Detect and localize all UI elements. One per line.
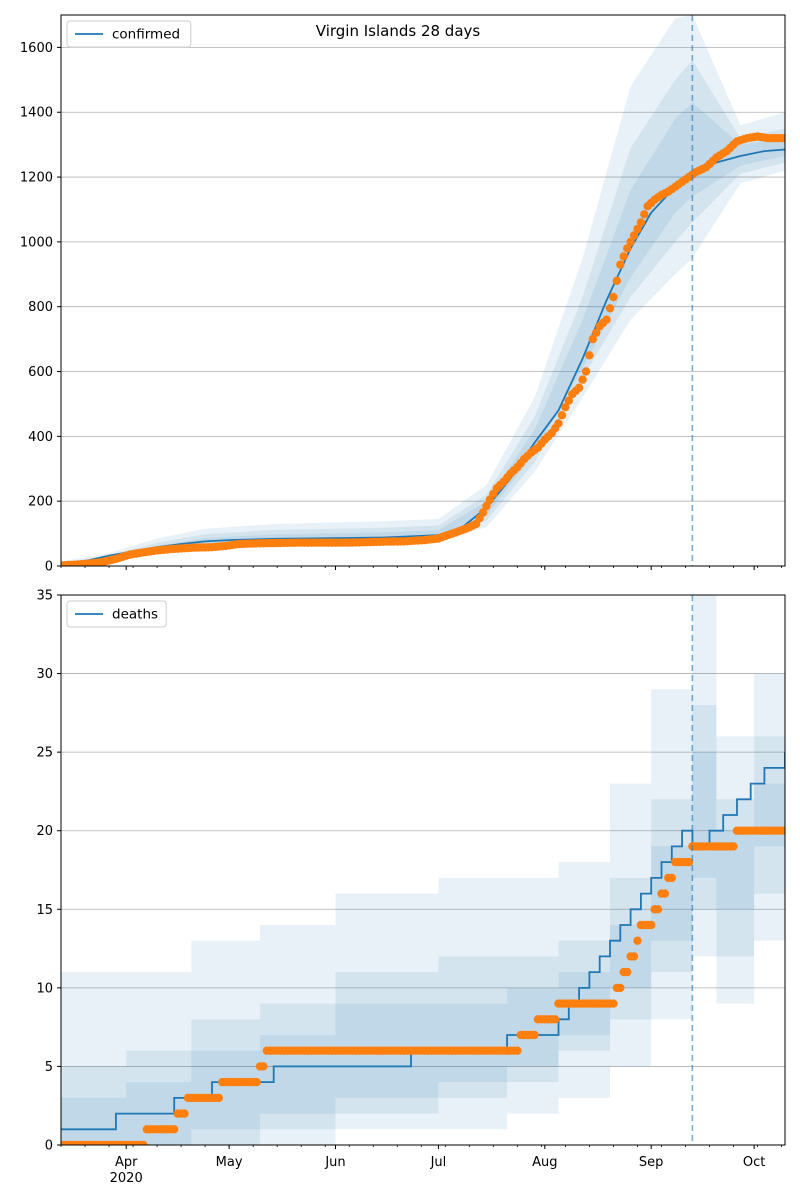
confirmed-panel: 0 200 400 600 800 1000 1200 1400 1600 Virgin Isla…	[20, 14, 786, 575]
y-tick-label: 1000	[20, 235, 53, 250]
y-tick-label: 30	[36, 667, 53, 682]
uncertainty-band	[61, 102, 785, 565]
observed-point	[252, 1077, 261, 1087]
y-tick-label: 200	[28, 495, 53, 510]
chart-title: Virgin Islands 28 days	[316, 22, 481, 40]
observed-point	[626, 237, 635, 247]
observed-point	[530, 1030, 539, 1040]
observed-point	[180, 1109, 189, 1118]
plot-area	[61, 15, 785, 566]
observed-point	[780, 826, 785, 835]
observed-point	[640, 210, 649, 219]
observed-point	[564, 396, 573, 405]
observed-point	[629, 231, 639, 240]
x-tick-label: Jun	[324, 1155, 345, 1170]
observed-point	[629, 952, 639, 961]
legend: confirmed	[66, 20, 192, 48]
axes-frame	[60, 594, 786, 1146]
observed-point	[653, 905, 663, 914]
observed-point	[561, 403, 570, 412]
observed-point	[574, 383, 584, 392]
observed-point	[170, 1125, 179, 1134]
observed-point	[609, 999, 618, 1008]
observed-point	[139, 1140, 148, 1145]
legend-label: deaths	[112, 607, 158, 623]
observed-point	[616, 983, 625, 993]
y-tick-label: 1400	[20, 106, 53, 121]
axes-frame	[60, 14, 786, 567]
y-tick-label: 0	[45, 560, 53, 575]
x-tick-label: Jul	[430, 1155, 447, 1170]
observed-point	[647, 920, 656, 930]
observed-point	[780, 134, 785, 143]
y-tick-label: 1600	[20, 41, 53, 56]
observed-point	[602, 315, 611, 324]
observed-point	[633, 936, 642, 945]
y-tick-label: 10	[36, 981, 53, 996]
x-tick-label: Oct	[743, 1155, 765, 1170]
y-tick-label: 600	[28, 365, 53, 380]
observed-point	[578, 375, 587, 384]
x-tick-sublabel: 2020	[110, 1171, 143, 1186]
observed-point	[633, 224, 642, 234]
plot-area	[61, 595, 785, 1145]
uncertainty-band	[61, 60, 785, 566]
observed-point	[581, 367, 591, 376]
observed-point	[667, 873, 676, 883]
y-tick-label: 800	[28, 300, 53, 315]
y-tick-label: 400	[28, 430, 53, 445]
uncertainty-band	[61, 15, 785, 566]
observed-point	[612, 276, 622, 285]
observed-point	[609, 292, 618, 302]
observed-point	[482, 501, 491, 511]
x-tick-label: Aug	[532, 1155, 557, 1170]
observed-point	[588, 334, 597, 344]
observed-point	[550, 1015, 560, 1024]
observed-point	[585, 351, 594, 360]
observed-point	[636, 218, 646, 227]
y-tick-label: 20	[36, 824, 53, 839]
y-tick-label: 5	[45, 1060, 53, 1075]
observed-point	[616, 260, 625, 269]
observed-point	[605, 304, 615, 313]
observed-point	[623, 967, 632, 977]
y-tick-label: 25	[36, 746, 53, 761]
observed-point	[557, 411, 567, 420]
y-tick-label: 0	[45, 1139, 53, 1154]
observed-point	[684, 857, 694, 867]
observed-point	[729, 842, 738, 851]
legend-box	[66, 20, 192, 48]
observed-point	[592, 328, 601, 337]
observed-point	[478, 508, 488, 517]
y-tick-label: 15	[36, 903, 53, 918]
observed-point	[619, 252, 628, 261]
legend-box	[66, 600, 167, 628]
uncertainty-band	[61, 705, 785, 1145]
y-tick-label: 1200	[20, 171, 53, 186]
observed-point	[623, 244, 632, 253]
observed-point	[513, 1046, 522, 1055]
observed-point	[554, 419, 563, 428]
observed-point	[214, 1093, 223, 1103]
y-tick-label: 35	[36, 589, 53, 604]
median-line	[61, 752, 785, 1131]
legend-label: confirmed	[112, 27, 180, 43]
x-tick-label: May	[216, 1155, 243, 1170]
observed-point	[660, 889, 670, 898]
x-tick-label: Sep	[639, 1155, 664, 1170]
x-tick-label: Apr	[115, 1155, 138, 1170]
legend: deaths	[66, 600, 167, 628]
observed-point	[259, 1062, 268, 1071]
